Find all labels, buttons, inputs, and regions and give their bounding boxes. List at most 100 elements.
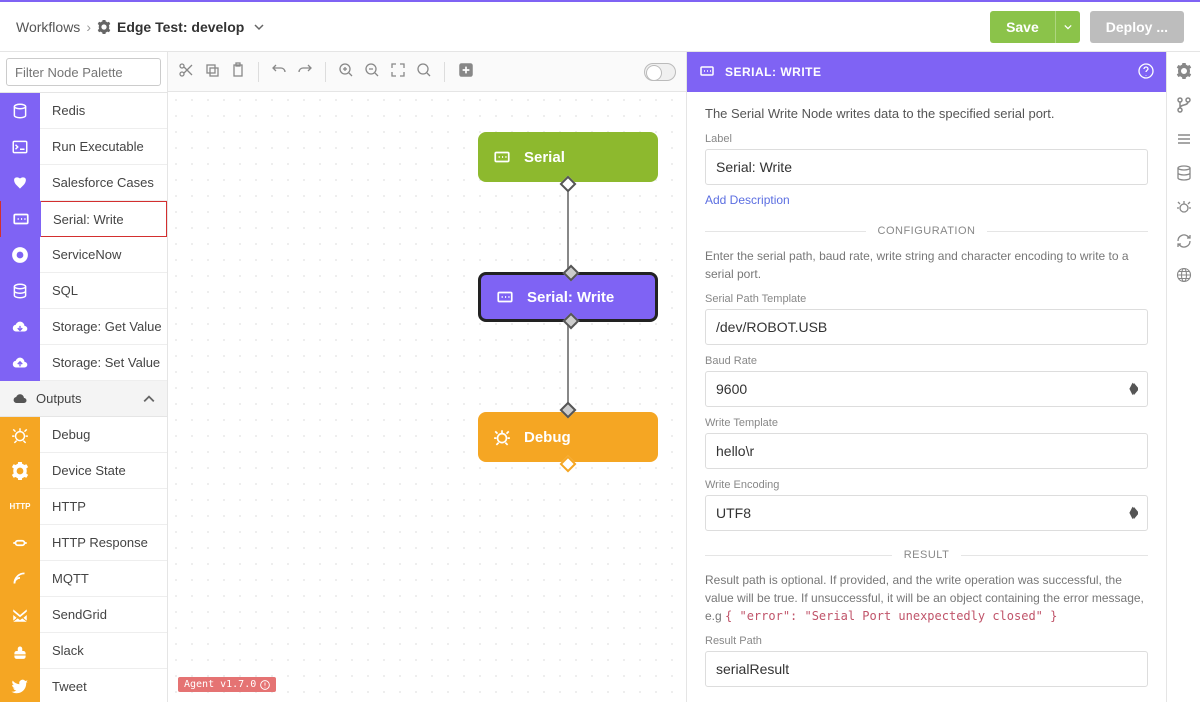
save-dropdown-button[interactable] — [1055, 11, 1080, 43]
chevron-down-icon[interactable] — [254, 19, 264, 35]
palette-item-icon — [0, 525, 40, 561]
gear-icon — [97, 20, 111, 34]
palette-item[interactable]: Salesforce Cases — [0, 165, 167, 201]
palette-item-icon: HTTP — [0, 489, 40, 525]
result-path-label: Result Path — [705, 635, 1148, 647]
palette-item-icon — [0, 237, 40, 273]
palette-item-icon — [0, 129, 40, 165]
palette-item[interactable]: ServiceNow — [0, 237, 167, 273]
palette-item-label: Storage: Set Value — [40, 355, 167, 370]
palette-item-label: HTTP Response — [40, 535, 167, 550]
baud-rate-select[interactable]: 9600 — [705, 371, 1148, 407]
node-debug[interactable]: Debug — [478, 412, 658, 462]
save-button[interactable]: Save — [990, 11, 1055, 43]
breadcrumb-current[interactable]: Edge Test: develop — [117, 19, 244, 35]
zoom-in-icon[interactable] — [338, 62, 354, 81]
palette-item[interactable]: HTTP Response — [0, 525, 167, 561]
copy-icon[interactable] — [204, 62, 220, 81]
undo-icon[interactable] — [271, 62, 287, 81]
redo-icon[interactable] — [297, 62, 313, 81]
write-encoding-select[interactable]: UTF8 — [705, 495, 1148, 531]
palette-item-label: Redis — [40, 103, 167, 118]
palette-item[interactable]: Storage: Set Value — [0, 345, 167, 381]
palette-item-label: Device State — [40, 463, 167, 478]
debug-icon — [492, 427, 512, 447]
zoom-reset-icon[interactable] — [416, 62, 432, 81]
palette-item[interactable]: Slack — [0, 633, 167, 669]
panel-title: SERIAL: WRITE — [725, 65, 822, 79]
help-icon[interactable] — [1138, 63, 1154, 82]
cut-icon[interactable] — [178, 62, 194, 81]
palette-filter-input[interactable] — [6, 58, 161, 86]
node-label: Serial — [524, 149, 565, 166]
palette-item[interactable]: Debug — [0, 417, 167, 453]
node-serial[interactable]: Serial — [478, 132, 658, 182]
workflow-canvas[interactable]: Serial Serial: Write Debug Agent v1. — [168, 92, 686, 702]
palette-item-icon — [0, 165, 40, 201]
deploy-button[interactable]: Deploy ... — [1090, 11, 1184, 43]
palette-item[interactable]: SendGrid — [0, 597, 167, 633]
result-help-text: Result path is optional. If provided, an… — [705, 571, 1148, 625]
write-template-label: Write Template — [705, 417, 1148, 429]
serial-icon — [492, 147, 512, 167]
breadcrumb-root[interactable]: Workflows — [16, 19, 80, 35]
palette-item[interactable]: MQTT — [0, 561, 167, 597]
palette-item-label: SendGrid — [40, 607, 167, 622]
database-icon[interactable] — [1175, 164, 1193, 182]
palette-item[interactable]: Tweet — [0, 669, 167, 702]
palette-item[interactable]: Serial: Write — [0, 201, 167, 237]
palette-item-label: HTTP — [40, 499, 167, 514]
palette-section-outputs[interactable]: Outputs — [0, 381, 167, 417]
write-encoding-label: Write Encoding — [705, 479, 1148, 491]
palette-item-icon — [0, 453, 40, 489]
globe-icon[interactable] — [1175, 266, 1193, 284]
properties-panel: SERIAL: WRITE The Serial Write Node writ… — [686, 52, 1166, 702]
write-template-input[interactable] — [705, 433, 1148, 469]
palette-item[interactable]: Device State — [0, 453, 167, 489]
palette-item-icon — [0, 417, 40, 453]
palette-item-icon — [0, 561, 40, 597]
chevron-up-icon — [143, 393, 155, 405]
palette-item-icon — [1, 201, 41, 237]
palette-item-label: Slack — [40, 643, 167, 658]
list-icon[interactable] — [1175, 130, 1193, 148]
config-help-text: Enter the serial path, baud rate, write … — [705, 247, 1148, 283]
refresh-icon[interactable] — [1175, 232, 1193, 250]
palette-item-label: MQTT — [40, 571, 167, 586]
canvas-toggle[interactable] — [644, 63, 676, 81]
result-path-input[interactable] — [705, 651, 1148, 687]
panel-header: SERIAL: WRITE — [687, 52, 1166, 92]
palette-item[interactable]: Run Executable — [0, 129, 167, 165]
canvas-area: Serial Serial: Write Debug Agent v1. — [168, 52, 686, 702]
baud-rate-label: Baud Rate — [705, 355, 1148, 367]
port-out[interactable] — [560, 176, 577, 193]
port-out[interactable] — [563, 313, 580, 330]
port-out[interactable] — [560, 456, 577, 473]
palette-item-label: Salesforce Cases — [40, 175, 167, 190]
palette-item[interactable]: Redis — [0, 93, 167, 129]
gear-icon[interactable] — [1175, 62, 1193, 80]
branch-icon[interactable] — [1175, 96, 1193, 114]
port-in[interactable] — [560, 402, 577, 419]
paste-icon[interactable] — [230, 62, 246, 81]
palette-item-icon — [0, 597, 40, 633]
node-serial-write[interactable]: Serial: Write — [478, 272, 658, 322]
zoom-out-icon[interactable] — [364, 62, 380, 81]
serial-path-input[interactable] — [705, 309, 1148, 345]
result-section-divider: RESULT — [705, 549, 1148, 561]
canvas-toolbar — [168, 52, 686, 92]
breadcrumb: Workflows › Edge Test: develop — [16, 19, 264, 35]
palette-item[interactable]: HTTPHTTP — [0, 489, 167, 525]
bug-settings-icon[interactable] — [1175, 198, 1193, 216]
add-node-icon[interactable] — [457, 61, 475, 82]
fit-icon[interactable] — [390, 62, 406, 81]
palette-list[interactable]: Redis Run Executable Salesforce Cases Seria… — [0, 93, 167, 702]
port-in[interactable] — [563, 265, 580, 282]
label-input[interactable] — [705, 149, 1148, 185]
panel-description: The Serial Write Node writes data to the… — [705, 106, 1148, 121]
label-field-label: Label — [705, 133, 1148, 145]
add-description-link[interactable]: Add Description — [705, 193, 790, 207]
palette-item-icon — [0, 309, 40, 345]
palette-item[interactable]: SQL — [0, 273, 167, 309]
palette-item[interactable]: Storage: Get Value — [0, 309, 167, 345]
